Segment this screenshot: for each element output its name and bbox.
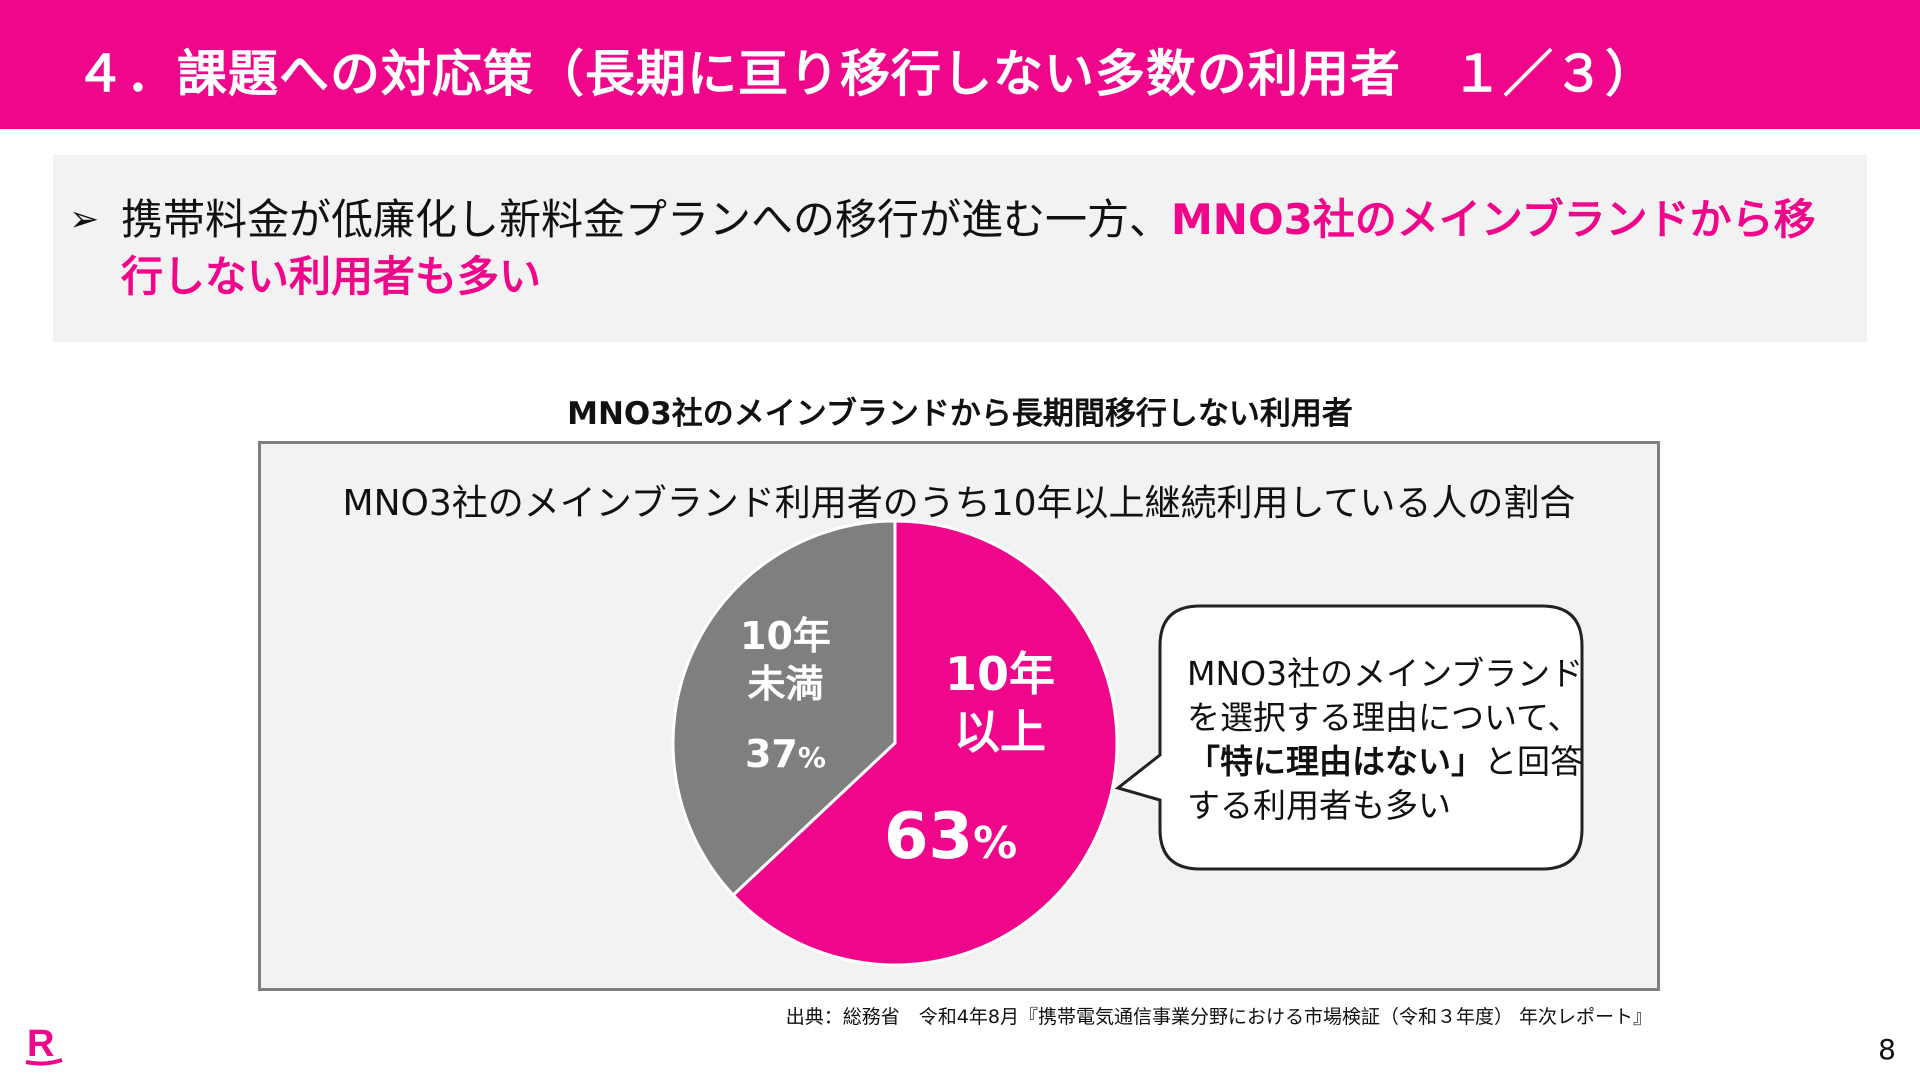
value: 37 <box>744 732 798 776</box>
label-line: 10年 <box>945 647 1056 701</box>
summary-text: 携帯料金が低廉化し新料金プランへの移行が進む一方、MNO3社のメインブランドから… <box>121 191 1841 305</box>
callout-line: する利用者も多い <box>1187 786 1451 825</box>
callout-line: MNO3社のメインブランド <box>1187 654 1584 693</box>
callout-bold: 「特に理由はない」 <box>1187 742 1484 781</box>
chart-title: MNO3社のメインブランドから長期間移行しない利用者 <box>567 396 1353 432</box>
summary-box: ➢ 携帯料金が低廉化し新料金プランへの移行が進む一方、MNO3社のメインブランド… <box>53 155 1867 342</box>
label-line: 未満 <box>747 662 824 706</box>
value-label-under10: 37% <box>740 730 831 782</box>
callout-text: MNO3社のメインブランド を選択する理由について、 「特に理由はない」と回答 … <box>1187 652 1583 828</box>
slice-label-10plus: 10年 以上 <box>945 645 1055 761</box>
pie-slice-under10 <box>671 519 897 898</box>
page-number: 8 <box>1878 1033 1896 1066</box>
page-title: ４．課題への対応策（長期に亘り移行しない多数の利用者 １／３） <box>75 45 1656 103</box>
pie-slice-10plus <box>731 519 1119 967</box>
value-label-10plus: 63% <box>884 800 1017 874</box>
source-citation: 出典：総務省 令和4年8月『携帯電気通信事業分野における市場検証（令和３年度） … <box>785 1006 1652 1028</box>
chart-subtitle: MNO3社のメインブランド利用者のうち10年以上継続利用している人の割合 <box>342 483 1576 524</box>
arrowhead-bullet-icon: ➢ <box>69 199 100 240</box>
summary-normal-text: 携帯料金が低廉化し新料金プランへの移行が進む一方、 <box>121 195 1172 244</box>
callout-line: 「特に理由はない」と回答 <box>1187 740 1583 784</box>
slice-label-under10: 10年 未満 37% <box>740 612 831 782</box>
callout-line: を選択する理由について、 <box>1187 698 1581 737</box>
brand-logo: R <box>24 1020 64 1072</box>
label-line: 10年 <box>740 614 831 658</box>
header-bar: ４．課題への対応策（長期に亘り移行しない多数の利用者 １／３） <box>0 0 1920 129</box>
summary-highlight-text: MNO3社のメインブランドから移行しない利用者も多い <box>121 195 1816 301</box>
svg-text:R: R <box>27 1023 54 1065</box>
label-line: 以上 <box>954 705 1046 759</box>
value: 63 <box>884 800 974 874</box>
percent: % <box>797 741 826 774</box>
callout-rest: と回答 <box>1484 742 1583 781</box>
callout-bubble <box>1114 604 1584 871</box>
percent: % <box>973 818 1018 869</box>
